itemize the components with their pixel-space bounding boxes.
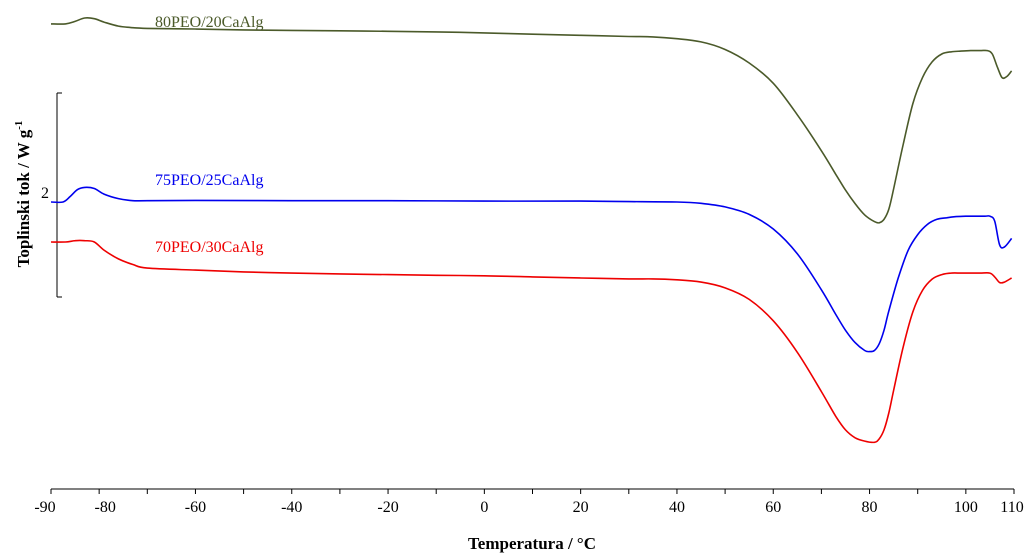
- y-axis-title-text: Toplinski tok / W g: [14, 129, 33, 267]
- x-tick-label: -60: [185, 499, 206, 516]
- series-line-2: [50, 186, 1013, 353]
- x-tick-label: 20: [573, 499, 589, 516]
- scale-bar-label: 2: [41, 185, 49, 202]
- series-line-3: [50, 239, 1013, 444]
- x-tick-label: 60: [765, 499, 781, 516]
- label-layer: 80PEO/20CaAlg 75PEO/25CaAlg 70PEO/30CaAlg: [155, 14, 263, 256]
- series-label-3: 70PEO/30CaAlg: [155, 239, 263, 256]
- x-axis-title: Temperatura / °C: [468, 534, 596, 553]
- x-tick-label: -20: [377, 499, 398, 516]
- x-tick-label: -90: [34, 499, 55, 516]
- x-tick-label: 0: [480, 499, 488, 516]
- x-tick-label: 110: [1000, 499, 1023, 516]
- series-line-1: [50, 17, 1013, 224]
- x-tick-label: 80: [862, 499, 878, 516]
- series-layer: [50, 17, 1013, 444]
- x-tick-label: 40: [669, 499, 685, 516]
- y-axis-title-superscript: -1: [13, 121, 25, 130]
- x-tick-label: -40: [281, 499, 302, 516]
- series-label-2: 75PEO/25CaAlg: [155, 172, 263, 189]
- x-tick-label: 100: [954, 499, 978, 516]
- series-label-1: 80PEO/20CaAlg: [155, 14, 263, 31]
- x-tick-label: -80: [94, 499, 115, 516]
- axis-layer: -90 -80 -60 -40 -20 0 20 40 60 80 100 110 Temperatur…: [13, 92, 1024, 553]
- y-axis-title: Toplinski tok / W g-1: [13, 121, 33, 268]
